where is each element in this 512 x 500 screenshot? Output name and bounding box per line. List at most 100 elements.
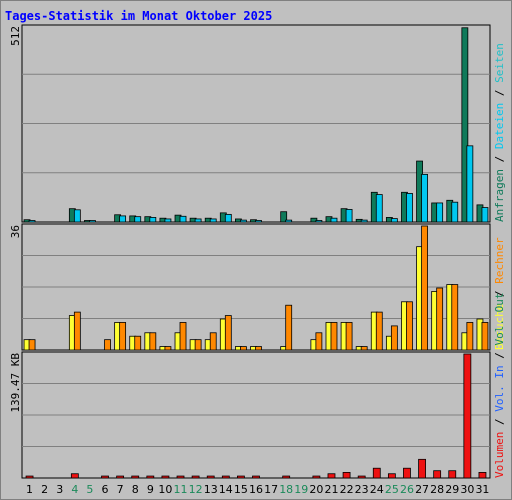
legend-item-anfragen: Anfragen [493, 169, 506, 222]
day-label-15: 15 [234, 483, 248, 496]
bar-dateien-day-18 [285, 219, 293, 223]
bar-volumen-day-20 [312, 475, 321, 479]
bar-anfragen-day-30 [461, 27, 469, 223]
legend-panel-3: Volumen / Vol. In / Vol. Out [493, 293, 506, 478]
day-label-13: 13 [204, 483, 218, 496]
day-label-21: 21 [324, 483, 338, 496]
chart-title: Tages-Statistik im Monat Oktober 2025 [5, 9, 272, 23]
bar-rechner-day-12 [194, 339, 202, 351]
bar-volumen-day-27 [418, 458, 426, 479]
day-label-9: 9 [147, 483, 154, 496]
day-label-16: 16 [249, 483, 263, 496]
bar-dateien-day-12 [194, 218, 202, 223]
legend-item-rechner: Rechner [493, 237, 506, 284]
day-label-26: 26 [400, 483, 414, 496]
bar-dateien-day-29 [451, 201, 459, 223]
bar-dateien-day-11 [179, 215, 187, 223]
bar-rechner-day-25 [390, 325, 398, 351]
legend-separator: / [493, 83, 506, 103]
day-label-25: 25 [385, 483, 399, 496]
bar-volumen-day-22 [342, 471, 351, 479]
panel-3: 139.47 KB [9, 351, 491, 479]
bar-rechner-day-11 [179, 322, 187, 351]
bar-anfragen-day-18 [280, 211, 288, 223]
panel-1: 512 [9, 24, 491, 223]
bar-volumen-day-12 [191, 475, 200, 479]
legend-panel-2: Besuche / Rechner [493, 237, 506, 350]
bar-rechner-day-9 [149, 332, 157, 351]
legend-item-seiten: Seiten [493, 43, 506, 83]
bar-volumen-day-21 [327, 473, 336, 479]
bar-dateien-day-28 [436, 202, 444, 223]
bar-volumen-day-1 [25, 475, 34, 479]
bar-rechner-day-1 [28, 339, 36, 351]
bar-dateien-day-1 [28, 220, 36, 223]
bar-dateien-day-24 [375, 194, 383, 223]
bar-volumen-day-25 [387, 473, 396, 479]
day-label-28: 28 [430, 483, 444, 496]
legend-separator: / [493, 346, 506, 366]
bar-rechner-day-26 [406, 301, 413, 351]
bar-rechner-day-29 [451, 284, 459, 351]
panel-2: 36 [9, 223, 491, 351]
day-label-22: 22 [340, 483, 354, 496]
bar-volumen-day-28 [433, 470, 442, 479]
bar-volumen-day-10 [161, 475, 170, 479]
day-label-6: 6 [102, 483, 109, 496]
bar-rechner-day-31 [481, 322, 489, 351]
bar-rechner-day-21 [330, 322, 338, 351]
bar-rechner-day-14 [224, 315, 232, 351]
bar-dateien-day-27 [421, 173, 428, 223]
bar-dateien-day-8 [134, 216, 142, 223]
day-label-24: 24 [370, 483, 384, 496]
day-label-5: 5 [86, 483, 93, 496]
bar-dateien-day-21 [330, 217, 338, 223]
bar-dateien-day-14 [224, 213, 232, 223]
bar-rechner-day-18 [285, 304, 293, 351]
bar-rechner-day-4 [73, 311, 81, 351]
day-label-4: 4 [71, 483, 78, 496]
bar-rechner-day-7 [119, 322, 127, 351]
chart-panels: 512 36 139.47 KB [9, 24, 491, 479]
day-label-8: 8 [132, 483, 139, 496]
bar-dateien-day-16 [255, 220, 262, 223]
bar-rechner-day-22 [345, 322, 353, 351]
day-label-7: 7 [117, 483, 124, 496]
bar-volumen-day-15 [237, 475, 245, 479]
bar-dateien-day-7 [119, 215, 127, 223]
bar-rechner-day-28 [436, 287, 444, 351]
bar-volumen-day-13 [206, 475, 215, 479]
bar-volumen-day-26 [403, 467, 411, 479]
chart-legend: Anfragen / Dateien / Seiten Besuche / Rec… [493, 43, 506, 478]
bar-volumen-day-14 [221, 475, 230, 479]
bar-volumen-day-7 [116, 475, 125, 479]
bar-rechner-day-15 [240, 346, 247, 351]
bar-volumen-day-29 [448, 470, 457, 479]
panel-2-max-label: 36 [9, 225, 22, 238]
day-label-2: 2 [41, 483, 48, 496]
day-label-27: 27 [415, 483, 429, 496]
bar-rechner-day-6 [104, 339, 111, 351]
bar-volumen-day-31 [478, 471, 487, 479]
bar-volumen-day-23 [357, 475, 366, 479]
bar-rechner-day-23 [360, 346, 368, 351]
bar-dateien-day-10 [164, 218, 172, 223]
bar-volumen-day-30 [463, 353, 472, 479]
legend-item-vol-out: Vol. Out [493, 293, 506, 346]
bar-rechner-day-24 [375, 311, 383, 351]
bar-rechner-day-16 [255, 346, 262, 351]
bar-rechner-day-13 [209, 332, 217, 351]
bar-dateien-day-4 [73, 209, 81, 223]
x-axis-day-labels: 1 2 3 4 5 6 7 8 9 10 11 12 13 14 15 16 17 18 19 20 21 22 23 24 2… [26, 483, 489, 496]
legend-item-vol-in: Vol. In [493, 365, 506, 411]
bar-volumen-day-6 [101, 475, 109, 479]
day-label-3: 3 [56, 483, 63, 496]
day-label-19: 19 [294, 483, 308, 496]
bar-dateien-day-15 [240, 219, 247, 223]
day-label-29: 29 [445, 483, 459, 496]
day-label-23: 23 [355, 483, 369, 496]
bar-volumen-day-24 [372, 467, 381, 479]
day-label-31: 31 [475, 483, 489, 496]
legend-separator: / [493, 412, 506, 432]
